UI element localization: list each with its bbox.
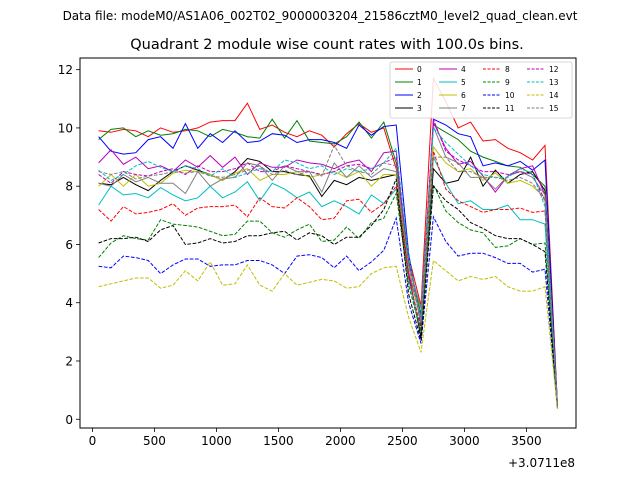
series-line-10 <box>98 215 558 408</box>
series-line-15 <box>98 144 558 408</box>
legend-label-7: 7 <box>461 104 466 113</box>
series-line-2 <box>98 118 558 405</box>
x-tick-label: 2000 <box>325 434 356 448</box>
plot-area <box>80 58 576 428</box>
x-tick-label: 2500 <box>387 434 418 448</box>
y-tick-label: 6 <box>65 238 73 252</box>
series-layer <box>98 76 558 410</box>
series-line-1 <box>98 118 558 408</box>
y-tick-label: 4 <box>65 296 73 310</box>
x-offset-label: +3.0711e8 <box>508 456 575 470</box>
legend-label-12: 12 <box>549 65 559 74</box>
y-tick-label: 10 <box>58 121 73 135</box>
series-line-14 <box>98 259 558 410</box>
x-tick-label: 1000 <box>201 434 232 448</box>
legend-label-13: 13 <box>549 78 559 87</box>
y-tick-label: 0 <box>65 413 73 427</box>
series-line-12 <box>98 119 558 408</box>
chart-suptitle: Data file: modeM0/AS1A06_002T02_90000032… <box>63 9 578 23</box>
series-line-13 <box>98 126 558 407</box>
series-line-7 <box>98 126 558 407</box>
series-line-9 <box>98 182 558 408</box>
legend-label-3: 3 <box>417 104 422 113</box>
legend-label-8: 8 <box>505 65 510 74</box>
x-tick-label: 500 <box>143 434 166 448</box>
x-tick-label: 3000 <box>449 434 480 448</box>
series-line-5 <box>98 155 558 408</box>
legend-label-10: 10 <box>505 91 515 100</box>
legend-label-2: 2 <box>417 91 422 100</box>
x-tick-label: 1500 <box>263 434 294 448</box>
legend-label-5: 5 <box>461 78 466 87</box>
y-tick-label: 12 <box>58 63 73 77</box>
series-line-8 <box>98 151 558 408</box>
x-axis: 0 500 1000 1500 2000 2500 3000 3500 <box>89 428 542 448</box>
legend-label-15: 15 <box>549 104 559 113</box>
legend-label-1: 1 <box>417 78 422 87</box>
legend-label-9: 9 <box>505 78 510 87</box>
y-axis: 0 2 4 6 8 10 12 <box>58 63 80 427</box>
y-tick-label: 2 <box>65 354 73 368</box>
legend-label-14: 14 <box>549 91 559 100</box>
legend-box <box>389 61 573 119</box>
chart-title: Quadrant 2 module wise count rates with … <box>130 37 524 53</box>
legend-label-4: 4 <box>461 65 466 74</box>
legend-label-0: 0 <box>417 65 422 74</box>
x-tick-label: 0 <box>89 434 97 448</box>
legend-label-6: 6 <box>461 91 466 100</box>
series-line-11 <box>98 178 558 408</box>
y-tick-label: 8 <box>65 180 73 194</box>
legend-label-11: 11 <box>505 104 515 113</box>
x-tick-label: 3500 <box>511 434 542 448</box>
plot-border <box>79 57 577 429</box>
